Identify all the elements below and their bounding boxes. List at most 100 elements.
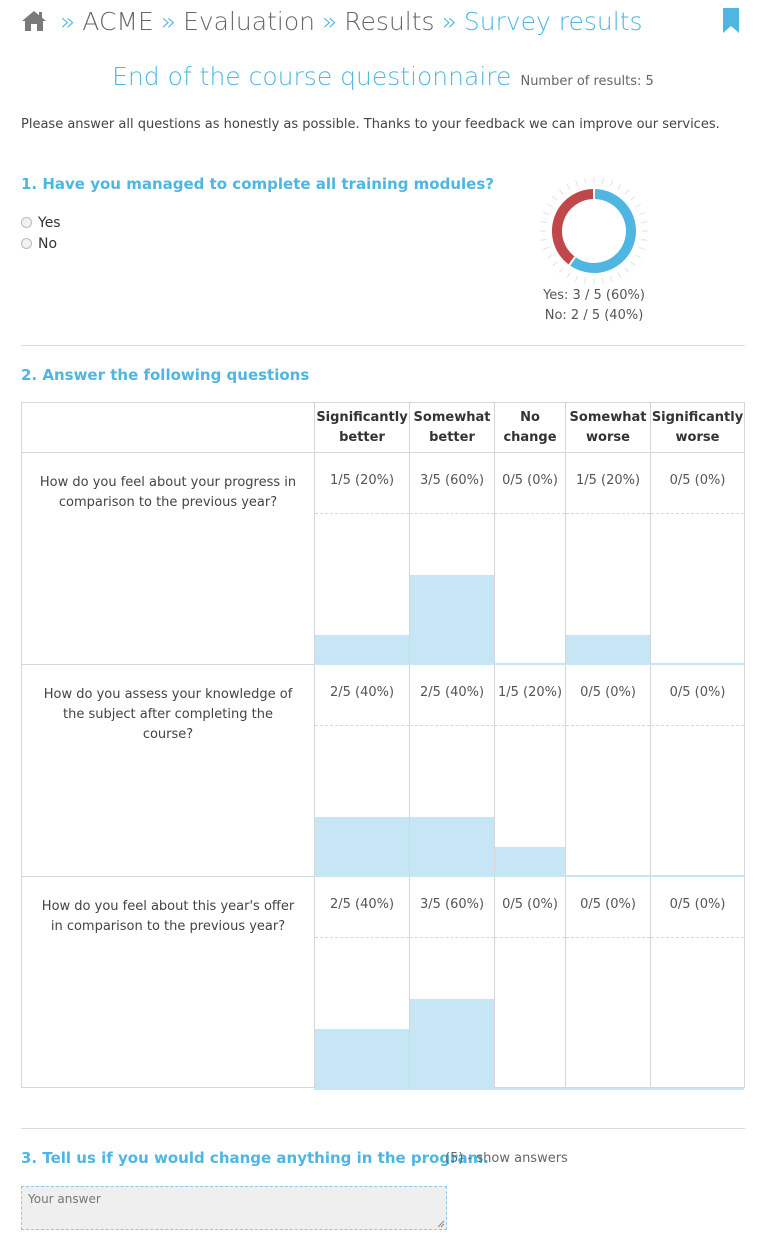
donut-slice-no <box>552 189 595 265</box>
question-1-donut-chart <box>540 177 648 285</box>
donut-tick <box>540 221 547 224</box>
breadcrumb-acme[interactable]: ACME <box>82 6 154 36</box>
survey-title: End of the course questionnaire <box>112 62 512 91</box>
result-value: 0/5 (0%) <box>669 897 726 912</box>
radio-yes[interactable] <box>21 217 32 228</box>
bar-max-line <box>651 513 744 514</box>
result-bar <box>410 817 494 877</box>
section-divider <box>21 1128 745 1129</box>
breadcrumb-separator: » <box>160 6 177 36</box>
result-cell: 0/5 (0%) <box>565 665 650 877</box>
bar-max-line <box>495 937 565 938</box>
donut-tick <box>552 261 558 267</box>
donut-tick <box>552 195 558 201</box>
answer-textarea[interactable] <box>21 1186 447 1230</box>
donut-tick <box>638 212 645 216</box>
question-2-matrix: Significantly better Somewhat better No cha… <box>21 402 745 1090</box>
option-no[interactable]: No <box>21 233 61 254</box>
result-cell: 0/5 (0%) <box>650 665 744 877</box>
column-somewhat-better: Somewhat better <box>409 403 494 453</box>
breadcrumb: » ACME » Evaluation » Results » Survey r… <box>21 4 643 38</box>
result-value: 2/5 (40%) <box>419 685 485 700</box>
donut-tick <box>546 254 553 259</box>
donut-tick <box>630 261 636 267</box>
result-cell: 0/5 (0%) <box>494 877 565 1089</box>
result-bar <box>315 817 409 877</box>
donut-tick <box>624 267 630 273</box>
row-bar-baseline <box>314 1088 744 1090</box>
result-value: 1/5 (20%) <box>575 473 641 488</box>
result-value: 0/5 (0%) <box>669 685 726 700</box>
breadcrumb-survey-results: Survey results <box>463 6 643 36</box>
result-bar <box>566 635 650 665</box>
breadcrumb-results[interactable]: Results <box>344 6 435 36</box>
question-1-title: 1. Have you managed to complete all trai… <box>21 175 494 193</box>
bar-max-line <box>566 937 650 938</box>
donut-tick <box>566 183 571 190</box>
donut-slice-yes <box>569 189 636 273</box>
home-icon[interactable] <box>21 10 47 32</box>
donut-slice-gap <box>567 255 577 267</box>
result-cell: 1/5 (20%) <box>565 453 650 665</box>
result-cell: 2/5 (40%) <box>314 877 409 1089</box>
donut-tick <box>575 275 579 282</box>
donut-tick <box>546 203 553 208</box>
row-question: How do you assess your knowledge of the … <box>43 687 293 742</box>
donut-tick <box>624 189 630 195</box>
bookmark-icon[interactable] <box>722 8 740 34</box>
option-yes-label: Yes <box>38 214 61 231</box>
donut-tick <box>558 267 564 273</box>
result-cell: 0/5 (0%) <box>650 877 744 1089</box>
donut-tick <box>540 238 547 241</box>
donut-tick <box>584 278 587 285</box>
survey-intro: Please answer all questions as honestly … <box>21 117 720 132</box>
bar-max-line <box>566 513 650 514</box>
result-cell: 2/5 (40%) <box>314 665 409 877</box>
breadcrumb-separator: » <box>441 6 457 36</box>
donut-tick <box>558 189 564 195</box>
donut-tick <box>630 195 636 201</box>
option-yes[interactable]: Yes <box>21 212 61 233</box>
bar-max-line <box>651 725 744 726</box>
breadcrumb-separator: » <box>322 6 338 36</box>
result-value: 0/5 (0%) <box>669 473 726 488</box>
donut-tick <box>635 254 642 259</box>
matrix-row-knowledge: How do you assess your knowledge of the … <box>22 665 744 877</box>
section-divider <box>21 345 745 346</box>
bar-max-line <box>315 725 409 726</box>
donut-tick <box>641 238 648 241</box>
donut-tick <box>543 212 550 216</box>
bar-max-line <box>410 725 494 726</box>
column-no-change: No change <box>494 403 565 453</box>
question-1-options: Yes No <box>21 212 61 254</box>
breadcrumb-evaluation[interactable]: Evaluation <box>183 6 315 36</box>
survey-header: End of the course questionnaire Number o… <box>0 62 766 91</box>
column-significantly-worse: Significantly worse <box>650 403 744 453</box>
result-value: 0/5 (0%) <box>580 897 636 912</box>
row-question: How do you feel about this year's offer … <box>41 899 295 934</box>
donut-tick <box>638 246 645 250</box>
result-cell: 1/5 (20%) <box>494 665 565 877</box>
result-cell: 0/5 (0%) <box>565 877 650 1089</box>
results-count: Number of results: 5 <box>520 74 654 89</box>
question-3-title: 3. Tell us if you would change anything … <box>21 1149 489 1167</box>
result-value: 3/5 (60%) <box>419 897 485 912</box>
matrix-row-offer: How do you feel about this year's offer … <box>22 877 744 1090</box>
result-value: 3/5 (60%) <box>419 473 485 488</box>
bar-max-line <box>495 513 565 514</box>
show-answers-link[interactable]: (5) - show answers <box>445 1151 568 1166</box>
radio-no[interactable] <box>21 238 32 249</box>
row-bar-baseline <box>314 875 744 877</box>
result-value: 2/5 (40%) <box>329 897 395 912</box>
resize-grip-icon[interactable] <box>437 1220 445 1228</box>
donut-tick <box>641 221 648 224</box>
matrix-header: Significantly better Somewhat better No cha… <box>22 403 744 453</box>
result-cell: 2/5 (40%) <box>409 665 494 877</box>
donut-tick <box>543 246 550 250</box>
donut-tick <box>601 177 604 184</box>
column-significantly-better: Significantly better <box>314 403 409 453</box>
result-bar <box>315 1029 409 1089</box>
donut-tick <box>635 203 642 208</box>
result-cell: 0/5 (0%) <box>494 453 565 665</box>
result-bar <box>495 847 565 877</box>
